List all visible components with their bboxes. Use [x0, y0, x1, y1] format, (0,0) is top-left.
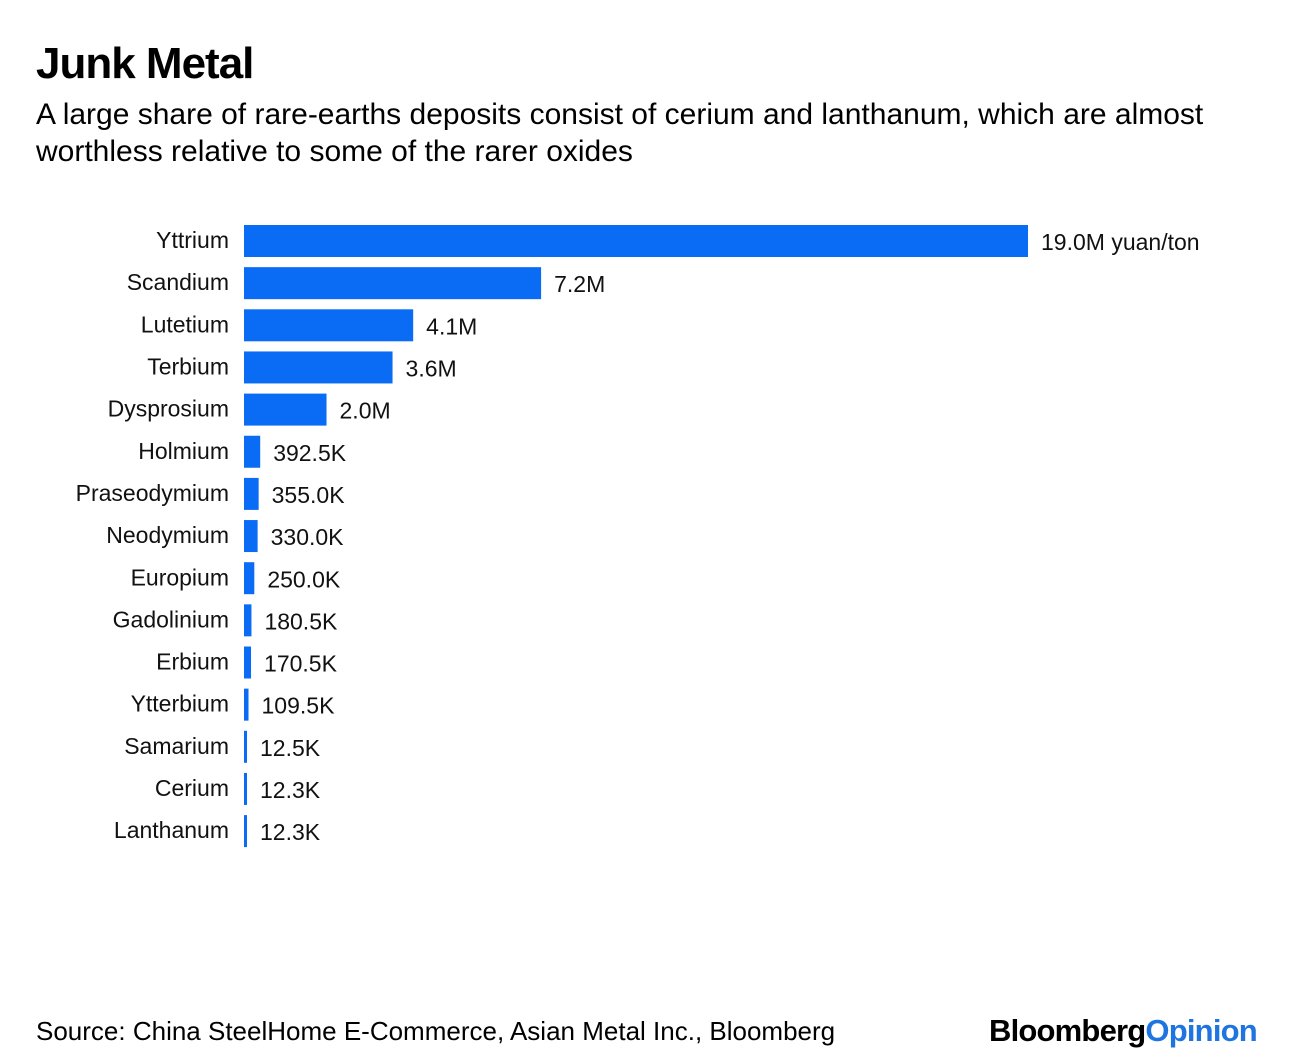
bar-scandium — [244, 267, 542, 300]
category-label-samarium: Samarium — [124, 733, 229, 759]
value-label-erbium: 170.5K — [264, 651, 338, 677]
logo-opinion: Opinion — [1145, 1013, 1257, 1048]
bar-erbium — [244, 646, 252, 679]
bar-cerium — [244, 772, 247, 805]
value-label-praseodymium: 355.0K — [272, 482, 346, 508]
value-label-samarium: 12.5K — [260, 735, 321, 761]
bar-gadolinium — [244, 604, 252, 637]
value-label-dysprosium: 2.0M — [340, 398, 391, 424]
category-label-dysprosium: Dysprosium — [108, 396, 229, 422]
value-label-yttrium: 19.0M yuan/ton — [1041, 229, 1200, 255]
value-label-gadolinium: 180.5K — [264, 608, 338, 634]
category-label-praseodymium: Praseodymium — [76, 480, 229, 506]
bar-yttrium — [244, 225, 1028, 257]
source-note: Source: China SteelHome E-Commerce, Asia… — [36, 1016, 836, 1046]
category-label-europium: Europium — [131, 564, 229, 590]
bar-lutetium — [244, 309, 414, 342]
value-label-europium: 250.0K — [267, 566, 341, 592]
bar-lanthanum — [244, 815, 247, 848]
category-label-ytterbium: Ytterbium — [131, 691, 229, 717]
bar-neodymium — [244, 520, 258, 553]
bar-holmium — [244, 435, 261, 468]
bar-samarium — [244, 730, 247, 763]
bar-terbium — [244, 351, 393, 384]
category-labels: Yttrium Scandium Lutetium Terbium Dysprosium… — [76, 227, 229, 843]
value-label-holmium: 392.5K — [273, 440, 347, 466]
value-label-lutetium: 4.1M — [426, 313, 477, 339]
bar-ytterbium — [244, 688, 249, 721]
category-label-scandium: Scandium — [127, 269, 229, 295]
bars — [244, 225, 1028, 848]
category-label-cerium: Cerium — [155, 775, 229, 801]
value-label-scandium: 7.2M — [554, 271, 605, 297]
category-label-erbium: Erbium — [156, 649, 229, 675]
value-label-lanthanum: 12.3K — [260, 819, 321, 845]
category-label-neodymium: Neodymium — [106, 522, 229, 548]
bar-praseodymium — [244, 477, 259, 510]
chart-subtitle: A large share of rare-earths deposits co… — [36, 98, 1204, 168]
logo-bloomberg: Bloomberg — [989, 1013, 1146, 1048]
bloomberg-opinion-logo: BloombergOpinion — [989, 1012, 1258, 1050]
category-label-holmium: Holmium — [138, 438, 229, 464]
bar-dysprosium — [244, 393, 327, 426]
value-label-cerium: 12.3K — [260, 777, 321, 803]
category-label-gadolinium: Gadolinium — [113, 606, 229, 632]
category-label-terbium: Terbium — [147, 354, 229, 380]
bar-europium — [244, 562, 255, 595]
category-label-lutetium: Lutetium — [141, 311, 229, 337]
chart-title: Junk Metal — [36, 39, 254, 88]
value-labels: 19.0M yuan/ton 7.2M 4.1M 3.6M 2.0M 392.5K 355.… — [260, 229, 1200, 845]
bar-chart: Yttrium Scandium Lutetium Terbium Dysprosium… — [76, 225, 1200, 848]
category-label-lanthanum: Lanthanum — [114, 817, 229, 843]
category-label-yttrium: Yttrium — [156, 227, 229, 253]
value-label-ytterbium: 109.5K — [262, 693, 336, 719]
value-label-neodymium: 330.0K — [271, 524, 345, 550]
value-label-terbium: 3.6M — [406, 356, 457, 382]
